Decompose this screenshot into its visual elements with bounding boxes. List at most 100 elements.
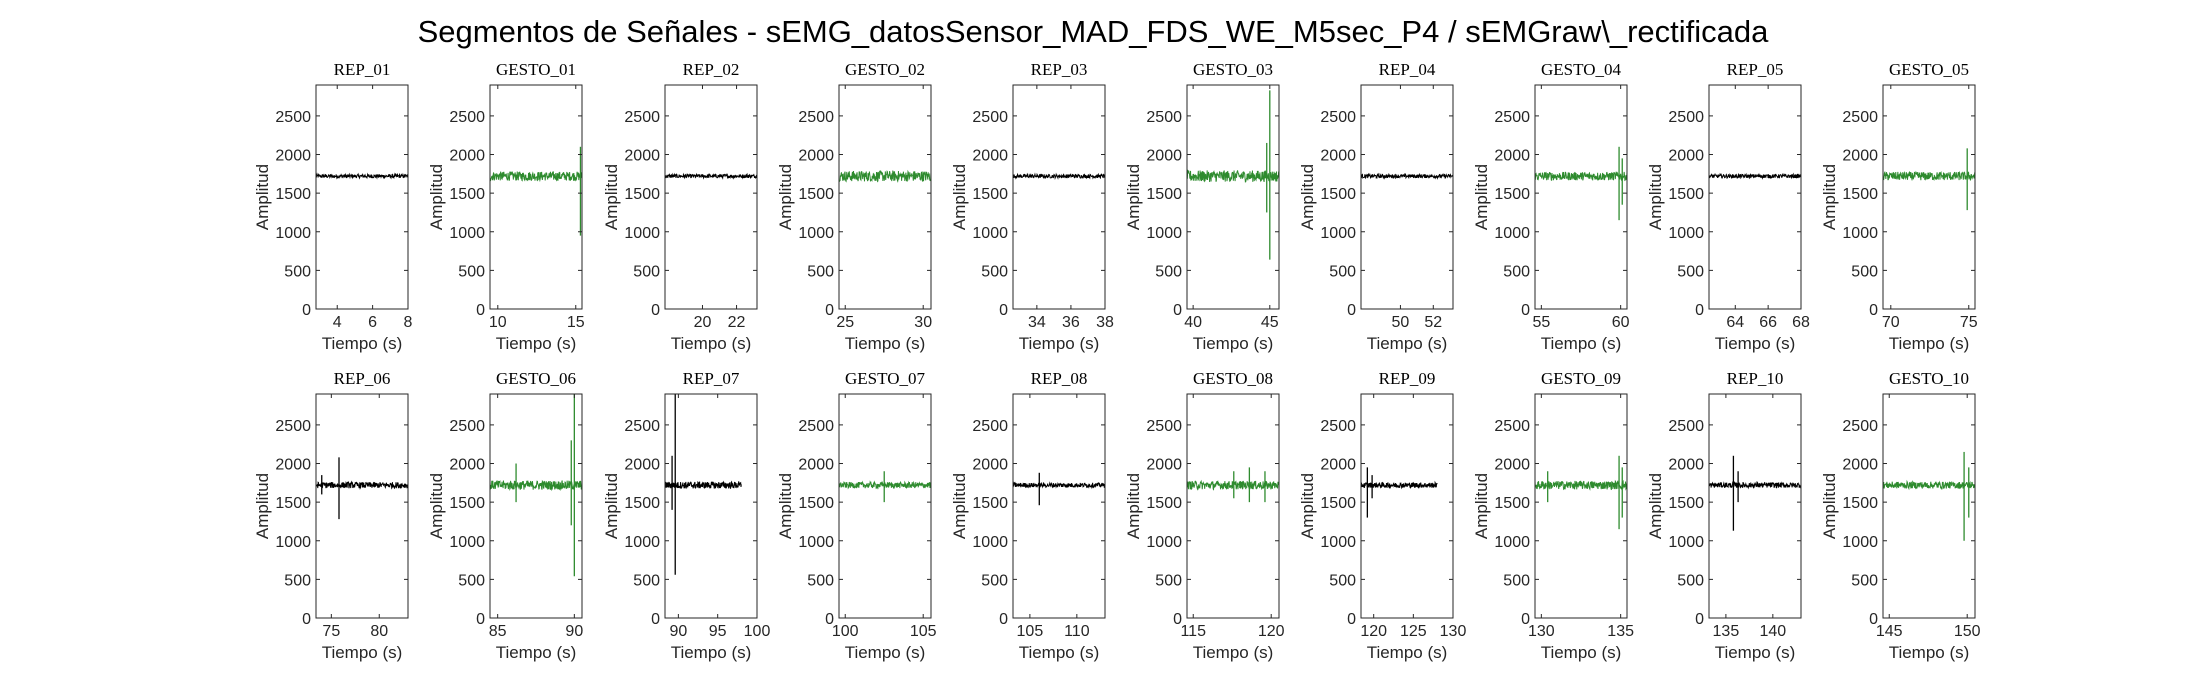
- y-tick-label: 2000: [1668, 457, 1704, 474]
- y-tick-label: 2000: [1842, 148, 1878, 165]
- y-tick-label: 500: [1851, 263, 1878, 280]
- y-tick-label: 0: [1695, 611, 1704, 628]
- x-tick-label: 64: [1726, 314, 1744, 331]
- axes-box: [489, 393, 583, 619]
- x-tick-label: 135: [1713, 623, 1740, 640]
- signal-trace: [1535, 171, 1627, 182]
- axes-box: [838, 393, 932, 619]
- y-tick-label: 2000: [798, 148, 834, 165]
- y-tick-label: 500: [633, 263, 660, 280]
- x-axis-label: Tiempo (s): [496, 643, 577, 662]
- x-tick-label: 66: [1759, 314, 1777, 331]
- x-axis-label: Tiempo (s): [1889, 643, 1970, 662]
- signal-trace: [1361, 480, 1438, 490]
- axes-box: [1882, 84, 1976, 310]
- y-axis-label: Amplitud: [1820, 164, 1839, 230]
- x-tick-label: 60: [1612, 314, 1630, 331]
- signal-series: [1535, 146, 1627, 221]
- x-axis-label: Tiempo (s): [845, 643, 926, 662]
- subplot-gesto-02: GESTO_02 0 500 1000 1500 2000 2500 25 30 Tiempo (…: [776, 60, 932, 353]
- y-tick-label: 1500: [1494, 186, 1530, 203]
- subplot-title: GESTO_02: [845, 60, 925, 79]
- subplot-title: GESTO_01: [496, 60, 576, 79]
- y-tick-label: 500: [1155, 263, 1182, 280]
- y-tick-label: 1000: [624, 225, 660, 242]
- x-axis-label: Tiempo (s): [1541, 643, 1622, 662]
- y-tick-label: 2000: [1842, 457, 1878, 474]
- y-tick-label: 2000: [449, 148, 485, 165]
- x-axis-label: Tiempo (s): [1367, 334, 1448, 353]
- x-tick-label: 22: [728, 314, 746, 331]
- y-tick-label: 1000: [1668, 534, 1704, 551]
- y-tick-label: 1000: [449, 534, 485, 551]
- y-tick-label: 2500: [972, 109, 1008, 126]
- x-axis-label: Tiempo (s): [322, 334, 403, 353]
- axes-box: [1186, 393, 1280, 619]
- x-tick-label: 80: [370, 623, 388, 640]
- signal-series: [839, 169, 931, 183]
- y-tick-label: 2500: [624, 109, 660, 126]
- y-tick-label: 2500: [624, 418, 660, 435]
- y-axis-label: Amplitud: [1820, 473, 1839, 539]
- x-tick-label: 140: [1759, 623, 1786, 640]
- y-axis-label: Amplitud: [253, 164, 272, 230]
- signal-trace: [839, 169, 931, 183]
- axes-box: [1534, 84, 1628, 310]
- signal-series: [1535, 455, 1627, 530]
- subplot-gesto-03: GESTO_03 0 500 1000 1500 2000 2500 40 45 Tiempo (…: [1124, 60, 1280, 353]
- y-tick-label: 1000: [449, 225, 485, 242]
- y-tick-label: 1000: [275, 225, 311, 242]
- y-tick-label: 500: [458, 263, 485, 280]
- y-tick-label: 2000: [275, 457, 311, 474]
- y-tick-label: 0: [1521, 302, 1530, 319]
- y-tick-label: 1500: [798, 495, 834, 512]
- y-tick-label: 2000: [1320, 457, 1356, 474]
- x-tick-label: 115: [1180, 623, 1206, 640]
- y-tick-label: 2000: [1494, 148, 1530, 165]
- x-tick-label: 36: [1062, 314, 1080, 331]
- x-tick-label: 10: [489, 314, 507, 331]
- subplot-gesto-07: GESTO_07 0 500 1000 1500 2000 2500 100 105 Tiempo…: [776, 369, 937, 662]
- x-tick-label: 100: [832, 623, 859, 640]
- y-tick-label: 1500: [1842, 186, 1878, 203]
- signal-trace: [316, 172, 408, 180]
- x-axis-label: Tiempo (s): [1193, 643, 1274, 662]
- y-axis-label: Amplitud: [602, 164, 621, 230]
- y-tick-label: 0: [999, 611, 1008, 628]
- axes-box: [1012, 84, 1106, 310]
- signal-trace: [665, 172, 757, 180]
- y-tick-label: 2500: [798, 418, 834, 435]
- y-tick-label: 0: [476, 302, 485, 319]
- y-tick-label: 1500: [1668, 495, 1704, 512]
- y-tick-label: 2000: [798, 457, 834, 474]
- signal-series: [1187, 467, 1279, 503]
- y-tick-label: 1000: [1146, 534, 1182, 551]
- x-tick-label: 45: [1261, 314, 1279, 331]
- y-axis-label: Amplitud: [1124, 473, 1143, 539]
- y-tick-label: 2000: [972, 148, 1008, 165]
- subplot-title: REP_08: [1031, 369, 1088, 388]
- y-tick-label: 500: [1677, 572, 1704, 589]
- y-axis-label: Amplitud: [427, 473, 446, 539]
- x-tick-label: 145: [1876, 623, 1903, 640]
- y-tick-label: 1500: [624, 495, 660, 512]
- signal-series: [1709, 455, 1801, 531]
- subplot-title: REP_03: [1031, 60, 1088, 79]
- y-tick-label: 2000: [1668, 148, 1704, 165]
- subplot-title: REP_01: [334, 60, 391, 79]
- y-tick-label: 1000: [1320, 225, 1356, 242]
- y-tick-label: 1500: [1842, 495, 1878, 512]
- axes-box: [664, 393, 758, 619]
- x-axis-label: Tiempo (s): [1019, 643, 1100, 662]
- axes-box: [1534, 393, 1628, 619]
- y-axis-label: Amplitud: [427, 164, 446, 230]
- y-tick-label: 2000: [1320, 148, 1356, 165]
- y-tick-label: 0: [302, 302, 311, 319]
- y-tick-label: 0: [302, 611, 311, 628]
- x-tick-label: 68: [1792, 314, 1810, 331]
- y-tick-label: 2000: [624, 457, 660, 474]
- axes-box: [1708, 393, 1802, 619]
- subplot-title: REP_05: [1727, 60, 1784, 79]
- y-tick-label: 1500: [624, 186, 660, 203]
